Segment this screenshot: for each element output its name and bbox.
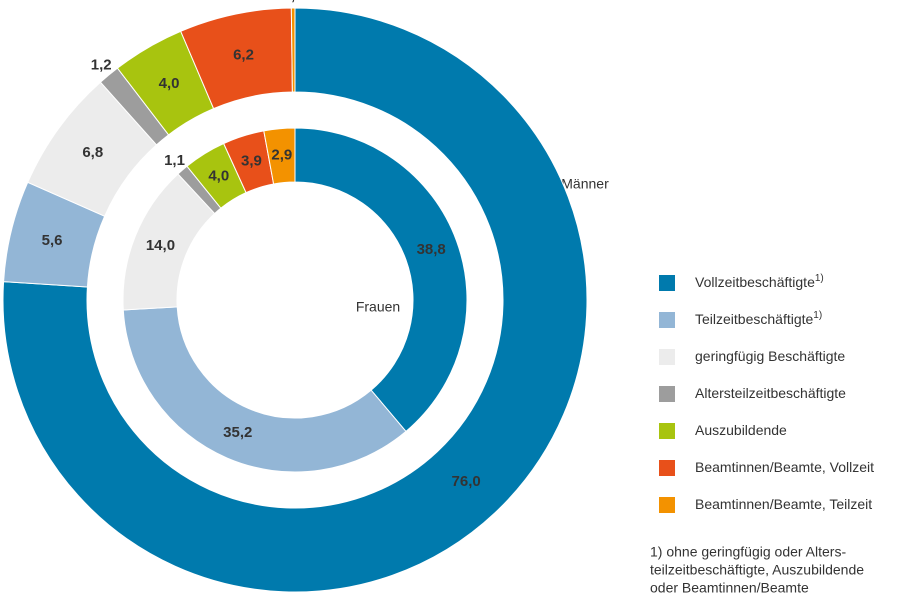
legend-swatch [659,386,675,402]
legend-text: Beamtinnen/Beamte, Teilzeit [695,496,872,512]
ring-label: Frauen [356,299,400,315]
value-label: 0,2 [283,0,304,4]
legend-footnote-marker: 1) [815,273,824,284]
value-label: 35,2 [223,424,252,441]
legend-label: Auszubildende [695,422,787,438]
legend-text: Auszubildende [695,422,787,438]
value-label: 6,8 [82,144,103,161]
legend-swatch [659,497,675,513]
legend-text: Beamtinnen/Beamte, Vollzeit [695,459,874,475]
legend-text: geringfügig Beschäftigte [695,348,845,364]
footnote: 1) ohne geringfügig oder Alters- [650,544,846,560]
footnote: oder Beamtinnen/Beamte [650,580,809,596]
legend-text: Vollzeitbeschäftigte [695,274,815,290]
donut-segment [294,127,468,433]
legend-footnote-marker: 1) [813,310,822,321]
legend-swatch [659,460,675,476]
value-label: 3,9 [241,153,262,170]
legend-label: Beamtinnen/Beamte, Vollzeit [695,459,874,475]
legend-text: Altersteilzeitbeschäftigte [695,385,846,401]
legend-label: Vollzeitbeschäftigte1) [695,273,824,290]
value-label: 4,0 [208,168,229,185]
legend-swatch [659,349,675,365]
legend-label: Teilzeitbeschäftigte1) [695,310,822,327]
legend-label: geringfügig Beschäftigte [695,348,845,364]
ring-label: Männer [561,176,609,192]
value-label: 2,9 [271,147,292,164]
value-label: 1,1 [164,152,185,169]
value-label: 1,2 [91,57,112,74]
value-label: 5,6 [42,232,63,249]
legend-swatch [659,312,675,328]
value-label: 76,0 [452,473,481,490]
legend-label: Altersteilzeitbeschäftigte [695,385,846,401]
footnote: teilzeitbeschäftigte, Auszubildende [650,562,864,578]
value-label: 6,2 [233,46,254,63]
legend-text: Teilzeitbeschäftigte [695,311,814,327]
donut-segment [122,306,407,473]
value-label: 38,8 [417,241,446,258]
legend-label: Beamtinnen/Beamte, Teilzeit [695,496,872,512]
value-label: 4,0 [159,75,180,92]
donut-segment [290,7,296,93]
legend-swatch [659,423,675,439]
donut-segment [263,127,296,185]
donut-segment [2,7,588,593]
legend-swatch [659,275,675,291]
value-label: 14,0 [146,237,175,254]
